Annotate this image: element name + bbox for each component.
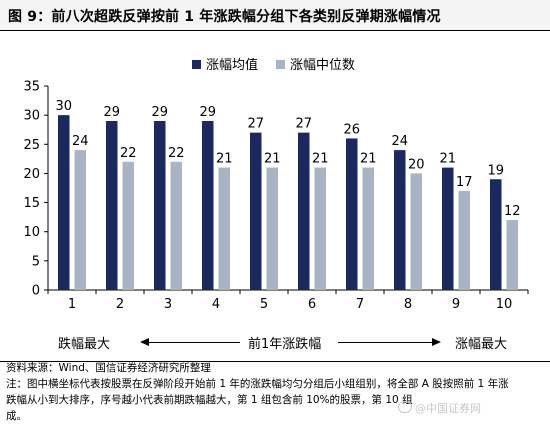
watermark: @中国证券网 bbox=[398, 400, 481, 416]
bar-median bbox=[218, 167, 230, 290]
source-line-4: 成。 bbox=[6, 410, 27, 422]
arrow-right-head bbox=[432, 338, 441, 346]
bar-value-label: 21 bbox=[312, 152, 329, 167]
bar-mean bbox=[394, 150, 406, 290]
y-tick-label: 0 bbox=[32, 284, 40, 299]
bar-value-label: 29 bbox=[103, 105, 120, 120]
bar-value-label: 22 bbox=[120, 146, 137, 161]
arrow-right-line bbox=[338, 342, 434, 343]
bar-value-label: 29 bbox=[199, 105, 216, 120]
y-tick-label: 5 bbox=[32, 254, 40, 269]
bar-median bbox=[410, 173, 422, 290]
bar-mean bbox=[490, 179, 502, 290]
bar-value-label: 22 bbox=[168, 146, 185, 161]
bar-mean bbox=[298, 132, 310, 290]
legend-swatch-median bbox=[276, 60, 285, 69]
bar-value-label: 27 bbox=[247, 117, 264, 132]
x-category-label: 9 bbox=[452, 297, 460, 312]
bar-mean bbox=[106, 120, 118, 290]
arrow-left-line bbox=[146, 342, 240, 343]
y-tick-label: 10 bbox=[23, 225, 40, 240]
bar-value-label: 29 bbox=[151, 105, 168, 120]
y-tick-label: 35 bbox=[23, 80, 40, 95]
y-tick-label: 15 bbox=[23, 196, 40, 211]
xlabel-left: 跌幅最大 bbox=[58, 337, 111, 352]
bar-mean bbox=[442, 167, 454, 290]
legend-label-mean: 涨幅均值 bbox=[206, 57, 258, 73]
bar-value-label: 21 bbox=[360, 152, 377, 167]
bar-value-label: 27 bbox=[295, 117, 312, 132]
x-category-label: 2 bbox=[116, 297, 124, 312]
figure-title-bar: 图 9：前八次超跌反弹按前 1 年涨跌幅分组下各类别反弹期涨幅情况 bbox=[0, 0, 550, 31]
bar-mean bbox=[202, 120, 214, 290]
y-tick-label: 30 bbox=[23, 109, 40, 124]
bar-mean bbox=[250, 132, 262, 290]
bar-mean bbox=[58, 115, 70, 291]
x-category-label: 3 bbox=[164, 297, 172, 312]
bar-chart: 0510152025303530241292222922329214272152… bbox=[23, 57, 529, 312]
arrow-left-head bbox=[140, 338, 149, 346]
watermark-logo-icon bbox=[398, 401, 412, 413]
figure-title: 图 9：前八次超跌反弹按前 1 年涨跌幅分组下各类别反弹期涨幅情况 bbox=[8, 9, 441, 25]
bar-value-label: 21 bbox=[216, 152, 233, 167]
legend-swatch-mean bbox=[192, 60, 201, 69]
bar-value-label: 21 bbox=[439, 152, 456, 167]
bar-value-label: 26 bbox=[343, 122, 360, 137]
source-line-2: 注：图中横坐标代表按股票在反弹阶段开始前 1 年的涨跌幅均匀分组后小组组别，将全… bbox=[6, 378, 509, 390]
bar-value-label: 24 bbox=[391, 134, 408, 149]
y-tick-label: 25 bbox=[23, 138, 40, 153]
bar-median bbox=[266, 167, 278, 290]
legend-label-median: 涨幅中位数 bbox=[290, 58, 355, 73]
source-line-3: 跌幅从小到大排序，序号越小代表前期跌幅越大，第 1 组包含前 10%的股票，第 … bbox=[6, 394, 413, 406]
bar-value-label: 19 bbox=[487, 163, 504, 178]
bar-mean bbox=[154, 120, 166, 290]
bar-mean bbox=[346, 138, 358, 290]
bar-median bbox=[314, 167, 326, 290]
xlabel-right: 涨幅最大 bbox=[455, 337, 508, 352]
x-category-label: 8 bbox=[404, 297, 412, 312]
x-category-label: 1 bbox=[68, 297, 76, 312]
bar-median bbox=[362, 167, 374, 290]
bar-median bbox=[170, 161, 182, 290]
watermark-text: @中国证券网 bbox=[415, 402, 481, 415]
bar-value-label: 24 bbox=[72, 134, 89, 149]
x-category-label: 6 bbox=[308, 297, 316, 312]
bar-value-label: 17 bbox=[456, 175, 473, 190]
x-category-label: 7 bbox=[356, 297, 364, 312]
bar-median bbox=[74, 150, 86, 290]
bar-median bbox=[122, 161, 134, 290]
x-category-label: 10 bbox=[496, 297, 513, 312]
x-category-label: 5 bbox=[260, 297, 268, 312]
bar-value-label: 30 bbox=[55, 99, 72, 114]
y-tick-label: 20 bbox=[23, 167, 40, 182]
source-notes bbox=[0, 361, 550, 364]
source-line-1: 资料来源：Wind、国信证券经济研究所整理 bbox=[6, 362, 211, 374]
bar-value-label: 12 bbox=[504, 204, 521, 219]
bar-median bbox=[506, 220, 518, 290]
bar-median bbox=[458, 190, 470, 290]
bar-value-label: 20 bbox=[408, 157, 425, 172]
bar-value-label: 21 bbox=[264, 152, 281, 167]
x-category-label: 4 bbox=[212, 297, 220, 312]
xlabel-center: 前1年涨跌幅 bbox=[248, 337, 322, 352]
